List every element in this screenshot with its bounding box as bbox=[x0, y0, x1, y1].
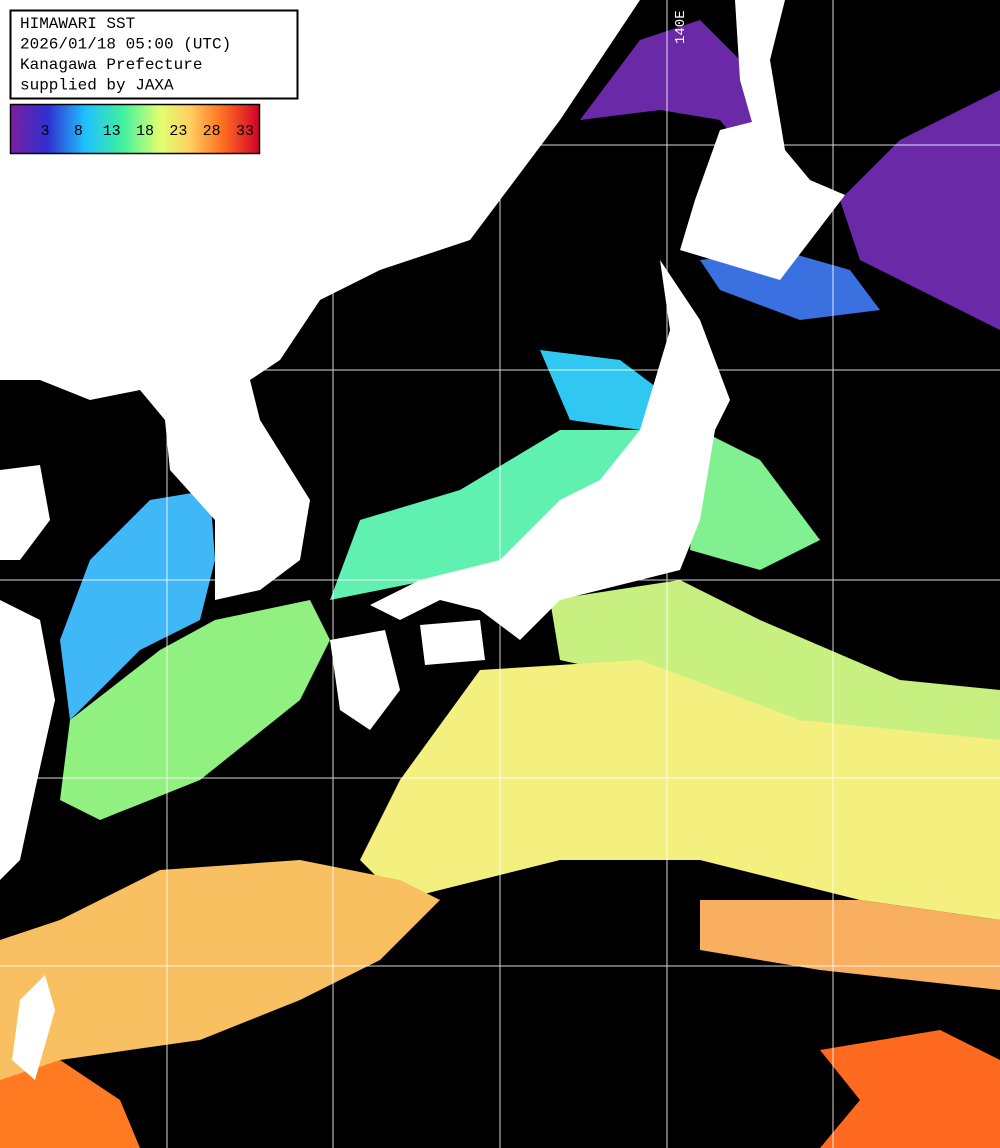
colorbar-labels: 3 8 13 18 23 28 33 bbox=[40, 123, 254, 140]
colorbar-label: 33 bbox=[236, 123, 254, 140]
latitude-label: 30N bbox=[6, 763, 31, 779]
hokkaido bbox=[680, 120, 845, 280]
shikoku bbox=[420, 620, 485, 665]
header-line: HIMAWARI SST bbox=[20, 15, 135, 33]
sst-field bbox=[0, 20, 1000, 1148]
header-box bbox=[9, 9, 299, 100]
colorbar-label: 28 bbox=[203, 123, 221, 140]
colorbar-label: 3 bbox=[40, 123, 49, 140]
sst-orange bbox=[700, 900, 1000, 990]
colorbar bbox=[9, 103, 261, 155]
colorbar-label: 13 bbox=[103, 123, 121, 140]
china-coast bbox=[0, 465, 50, 560]
sst-green bbox=[690, 430, 820, 570]
honshu bbox=[370, 260, 730, 640]
sst-yellow bbox=[360, 660, 1000, 920]
sst-green bbox=[60, 600, 330, 820]
header-line: 2026/01/18 05:00 (UTC) bbox=[20, 36, 231, 54]
sakhalin bbox=[735, 0, 790, 180]
colorbar-label: 23 bbox=[169, 123, 187, 140]
colorbar-label: 8 bbox=[74, 123, 83, 140]
sst-deep-orange bbox=[0, 1060, 140, 1148]
sst-green bbox=[330, 430, 640, 600]
taiwan bbox=[12, 975, 55, 1080]
sst-cyan bbox=[60, 490, 215, 720]
longitude-label: 140E bbox=[673, 10, 689, 44]
kyushu bbox=[330, 630, 400, 730]
header-line: supplied by JAXA bbox=[20, 77, 174, 95]
latitude-label: 40N bbox=[14, 355, 39, 371]
sst-purple bbox=[840, 90, 1000, 330]
sst-deep-orange bbox=[820, 1030, 1000, 1148]
sst-purple bbox=[580, 20, 790, 190]
sst-orange bbox=[0, 860, 440, 1100]
sst-yellow-green bbox=[550, 580, 1000, 760]
header-line: Kanagawa Prefecture bbox=[20, 56, 202, 74]
colorbar-label: 18 bbox=[136, 123, 154, 140]
china-coast bbox=[0, 600, 55, 880]
header-lines: HIMAWARI SST 2026/01/18 05:00 (UTC) Kanaga… bbox=[20, 15, 231, 95]
